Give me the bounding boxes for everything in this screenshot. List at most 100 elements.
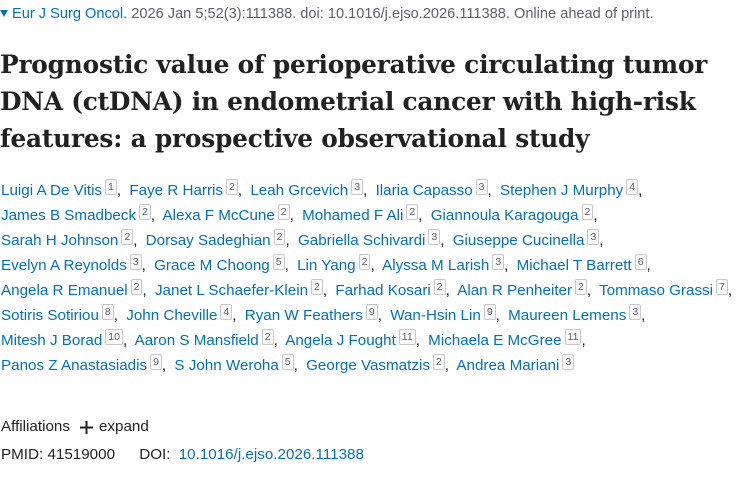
affiliation-number[interactable]: 2	[121, 229, 134, 245]
author-item: John Cheville 4,	[126, 304, 240, 324]
author-link[interactable]: Wan-Hsin Lin	[390, 307, 481, 324]
pmid-value: 41519000	[47, 446, 116, 463]
author-link[interactable]: Tommaso Grassi	[599, 282, 714, 299]
author-link[interactable]: Sotiris Sotiriou	[1, 307, 99, 324]
affiliation-number[interactable]: 11	[564, 329, 582, 345]
affiliation-number[interactable]: 5	[281, 354, 294, 370]
author-item: Giannoula Karagouga 2,	[430, 204, 602, 224]
affiliation-number[interactable]: 2	[406, 204, 419, 220]
affiliation-number[interactable]: 3	[129, 254, 142, 270]
author-separator: ,	[113, 307, 118, 324]
affiliation-number[interactable]: 2	[139, 204, 151, 220]
author-link[interactable]: Lin Yang	[297, 257, 356, 274]
author-link[interactable]: Sarah H Johnson	[1, 232, 119, 249]
author-separator: ,	[646, 257, 651, 274]
affiliation-number[interactable]: 2	[575, 279, 587, 295]
author-item: Tommaso Grassi 7,	[599, 279, 736, 299]
author-separator: ,	[727, 282, 733, 299]
affiliation-number[interactable]: 3	[629, 304, 642, 320]
author-separator: ,	[440, 232, 445, 249]
affiliation-number[interactable]: 9	[150, 354, 162, 370]
affiliation-number[interactable]: 4	[220, 304, 233, 320]
affiliation-number[interactable]: 7	[716, 279, 728, 295]
author-link[interactable]: Farhad Kosari	[335, 282, 431, 299]
author-link[interactable]: Alexa F McCune	[162, 207, 275, 224]
affiliation-number[interactable]: 3	[587, 229, 600, 245]
author-link[interactable]: Panos Z Anastasiadis	[1, 357, 148, 374]
affiliations-label: Affiliations	[1, 418, 70, 435]
affiliation-number[interactable]: 3	[492, 254, 505, 270]
affiliations-expand-button[interactable]: expand	[79, 416, 149, 438]
affiliation-number[interactable]: 3	[351, 179, 364, 195]
author-link[interactable]: Andrea Mariani	[456, 357, 560, 374]
author-link[interactable]: Faye R Harris	[129, 182, 224, 199]
dropdown-caret-icon[interactable]	[0, 9, 8, 17]
affiliation-number[interactable]: 2	[358, 254, 371, 270]
author-item: Wan-Hsin Lin 9,	[390, 304, 504, 324]
affiliation-number[interactable]: 2	[432, 354, 445, 370]
author-item: Sarah H Johnson 2,	[1, 229, 141, 249]
affiliation-number[interactable]: 2	[581, 204, 594, 220]
author-separator: ,	[593, 207, 598, 224]
author-link[interactable]: Mohamed F Ali	[302, 207, 404, 224]
author-link[interactable]: Alan R Penheiter	[457, 282, 573, 299]
pmid-label: PMID:	[1, 446, 44, 463]
author-link[interactable]: Michaela E McGree	[428, 332, 562, 349]
author-item: Alexa F McCune 2,	[162, 204, 298, 224]
affiliation-number[interactable]: 5	[272, 254, 285, 270]
author-link[interactable]: Angela J Fought	[285, 332, 396, 349]
affiliation-number[interactable]: 9	[365, 304, 378, 320]
author-link[interactable]: Giuseppe Cucinella	[452, 232, 585, 249]
author-link[interactable]: Gabriella Schivardi	[297, 232, 426, 249]
affiliation-number[interactable]: 10	[105, 329, 123, 345]
author-item: Angela R Emanuel 2,	[1, 279, 151, 299]
author-link[interactable]: John Cheville	[126, 307, 218, 324]
affiliation-number[interactable]: 9	[483, 304, 496, 320]
author-link[interactable]: James B Smadbeck	[1, 207, 137, 224]
author-link[interactable]: Michael T Barrett	[516, 257, 632, 274]
affiliation-number[interactable]: 2	[226, 179, 238, 195]
doi-link[interactable]: 10.1016/j.ejso.2026.111388	[178, 446, 364, 463]
author-link[interactable]: Mitesh J Borad	[1, 332, 103, 349]
author-link[interactable]: S John Weroha	[174, 357, 279, 374]
author-link[interactable]: Angela R Emanuel	[1, 282, 128, 299]
author-link[interactable]: Evelyn A Reynolds	[1, 257, 127, 274]
author-item: Dorsay Sadeghian 2,	[145, 229, 294, 249]
affiliation-number[interactable]: 4	[626, 179, 639, 195]
author-link[interactable]: Dorsay Sadeghian	[145, 232, 271, 249]
affiliation-number[interactable]: 2	[261, 329, 274, 345]
author-item: Mohamed F Ali 2,	[302, 204, 426, 224]
affiliation-number[interactable]: 2	[130, 279, 143, 295]
affiliation-number[interactable]: 3	[562, 354, 575, 370]
author-link[interactable]: Janet L Schaefer-Klein	[154, 282, 309, 299]
author-link[interactable]: Grace M Choong	[154, 257, 270, 274]
author-link[interactable]: Aaron S Mansfield	[134, 332, 259, 349]
identifiers-row: PMID: 41519000 DOI: 10.1016/j.ejso.2026.…	[1, 444, 364, 466]
authors-list: Luigi A De Vitis 1, Faye R Harris 2, Leah …	[1, 178, 741, 378]
author-link[interactable]: Giannoula Karagouga	[430, 207, 579, 224]
author-link[interactable]: Luigi A De Vitis	[1, 182, 103, 199]
affiliation-number[interactable]: 3	[428, 229, 441, 245]
author-separator: ,	[599, 232, 604, 249]
affiliation-number[interactable]: 2	[277, 204, 290, 220]
affiliation-number[interactable]: 1	[105, 179, 117, 195]
affiliation-number[interactable]: 6	[634, 254, 647, 270]
author-link[interactable]: Maureen Lemens	[508, 307, 627, 324]
author-separator: ,	[285, 232, 290, 249]
author-link[interactable]: Stephen J Murphy	[499, 182, 624, 199]
author-item: Aaron S Mansfield 2,	[134, 329, 282, 349]
author-item: Panos Z Anastasiadis 9,	[1, 354, 170, 374]
author-link[interactable]: Leah Grcevich	[250, 182, 349, 199]
affiliation-number[interactable]: 8	[101, 304, 114, 320]
author-link[interactable]: George Vasmatzis	[306, 357, 430, 374]
author-link[interactable]: Ryan W Feathers	[244, 307, 363, 324]
journal-link[interactable]: Eur J Surg Oncol.	[12, 6, 128, 22]
affiliation-number[interactable]: 3	[475, 179, 488, 195]
author-link[interactable]: Ilaria Capasso	[375, 182, 473, 199]
affiliation-number[interactable]: 2	[433, 279, 446, 295]
affiliation-number[interactable]: 2	[273, 229, 286, 245]
author-item: Lin Yang 2,	[297, 254, 379, 274]
affiliation-number[interactable]: 2	[311, 279, 323, 295]
author-link[interactable]: Alyssa M Larish	[382, 257, 490, 274]
affiliation-number[interactable]: 11	[398, 329, 416, 345]
